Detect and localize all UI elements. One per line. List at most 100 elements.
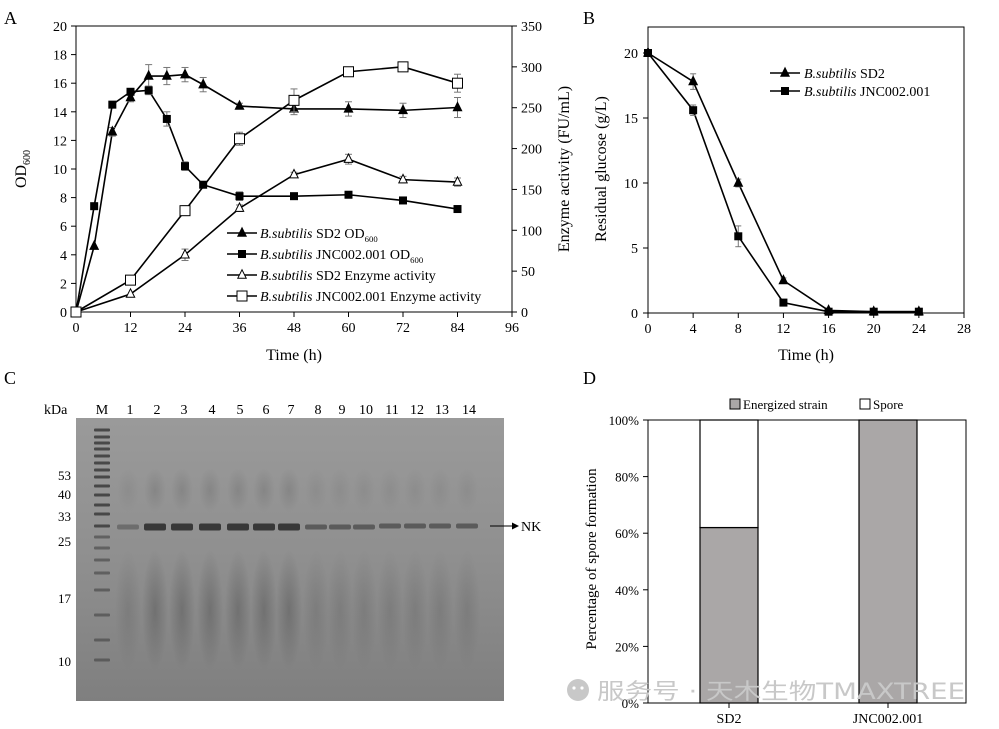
a-y2tick-label: 250: [521, 102, 542, 117]
d-bar-energized-strain: [699, 526, 759, 704]
a-data-point: [397, 104, 409, 115]
gel-lane-smear: [305, 468, 327, 512]
gel-nk-band: [199, 523, 221, 531]
a-ytick-label: 6: [60, 220, 67, 235]
b-legend-marker: [781, 87, 789, 95]
panel-a: A 0 12 24 36 48 60 72 84 96024681012141618200501…: [4, 8, 573, 364]
panel-b-plot-frame: [647, 26, 965, 314]
gel-ladder-band: [94, 588, 110, 592]
a-legend-label: B.subtilis SD2 Enzyme activity: [260, 269, 436, 284]
panel-a-series: [70, 61, 463, 318]
a-xtick-label: 60: [342, 321, 356, 336]
gel-lane-smear: [377, 550, 403, 670]
d-legend-swatch: [729, 398, 741, 410]
gel-lane-smear: [276, 550, 302, 670]
panel-b: B 0 4 8 12 16 20 24 28 0 5 10 15 20 Time (h) Residua…: [583, 8, 971, 364]
gel-lane-smear: [142, 550, 168, 670]
a-data-point: [452, 175, 463, 186]
b-ytick-label: 5: [631, 242, 638, 257]
a-data-point: [179, 68, 191, 79]
d-category-label: JNC002.001: [853, 712, 923, 727]
gel-marker-lane-label: M: [96, 403, 109, 418]
d-bar-energized-strain: [858, 419, 918, 704]
gel-lane-smear: [251, 550, 277, 670]
gel-ladder-band: [94, 468, 110, 472]
gel-ladder-band: [94, 512, 110, 516]
a-data-point: [198, 78, 209, 89]
a-data-point: [89, 239, 100, 250]
a-ytick-label: 16: [53, 77, 67, 92]
a-ytick-label: 20: [53, 20, 67, 35]
gel-nk-band: [456, 523, 478, 529]
gel-mw-label: 10: [58, 654, 71, 669]
panel-d-plot-frame: [647, 419, 967, 704]
a-xtick-label: 84: [451, 321, 465, 336]
a-y2tick-label: 150: [521, 183, 542, 198]
a-data-point: [179, 248, 191, 259]
a-legend-label: B.subtilis JNC002.001 OD600: [260, 248, 423, 265]
gel-ladder-band: [94, 558, 110, 562]
a-xtick-label: 36: [233, 321, 247, 336]
b-data-point: [644, 49, 652, 57]
panel-a-ylabel-sub: 600: [22, 150, 33, 165]
gel-lane-smear: [171, 468, 193, 512]
gel-ladder-band: [94, 535, 110, 539]
gel-ladder-band: [94, 493, 110, 497]
gel-ladder-band: [94, 484, 110, 488]
a-legend-marker: [238, 250, 246, 258]
d-category-label: SD2: [717, 712, 742, 727]
b-xtick-label: 16: [822, 322, 836, 337]
a-ytick-label: 2: [60, 277, 67, 292]
gel-ladder-band: [94, 461, 110, 465]
gel-ladder-band: [94, 638, 110, 642]
gel-lane-label: 8: [315, 403, 322, 418]
gel-lane-smear: [117, 468, 139, 512]
b-data-point: [778, 274, 789, 285]
d-legend-label: Spore: [873, 397, 904, 412]
gel-lane-smear: [429, 468, 451, 512]
b-data-point: [733, 176, 744, 187]
a-legend-label: B.subtilis SD2 OD600: [260, 227, 378, 244]
panel-d-label: D: [583, 368, 596, 388]
panel-c-label: C: [4, 368, 16, 388]
d-legend-swatch: [859, 398, 871, 410]
b-data-point: [689, 106, 698, 115]
a-y2tick-label: 100: [521, 224, 542, 239]
a-y2tick-label: 50: [521, 265, 535, 280]
b-data-point: [779, 298, 788, 307]
a-data-point: [343, 66, 354, 78]
panel-a-ylabel-main: OD: [13, 165, 30, 188]
a-legend-marker: [236, 268, 248, 279]
b-data-point: [734, 232, 743, 241]
gel-lane-smear: [169, 550, 195, 670]
b-xtick-label: 4: [690, 322, 697, 337]
a-ytick-label: 0: [60, 306, 67, 321]
gel-lane-label: 11: [385, 403, 398, 418]
a-data-point: [143, 69, 154, 80]
panel-d-ylabel: Percentage of spore formation: [584, 468, 600, 650]
b-ytick-label: 20: [624, 47, 638, 62]
gel-nk-band: [404, 523, 426, 529]
a-y2tick-label: 300: [521, 61, 542, 76]
gel-nk-band: [329, 524, 351, 530]
a-data-point: [70, 306, 82, 318]
gel-lane-smear: [227, 468, 249, 512]
a-legend-marker: [236, 290, 248, 302]
gel-lane-labels: 1 2 3 4 5 6 7 8 9 10 11 12 13 14: [127, 403, 477, 418]
gel-nk-arrowhead: [512, 522, 519, 530]
d-ytick-label: 0%: [622, 696, 640, 711]
gel-nk-label: NK: [521, 520, 541, 535]
gel-ladder-band: [94, 571, 110, 575]
b-ytick-label: 0: [631, 307, 638, 322]
panel-a-y2label: Enzyme activity (FU/mL): [556, 86, 573, 252]
panel-b-axes: 0 4 8 12 16 20 24 28 0 5 10 15 20: [624, 47, 971, 337]
b-data-point: [688, 75, 699, 86]
gel-mw-label: 25: [58, 534, 71, 549]
b-ytick-label: 10: [624, 177, 638, 192]
a-ytick-label: 10: [53, 163, 67, 178]
a-data-point: [343, 102, 354, 113]
a-xtick-label: 0: [73, 321, 80, 336]
gel-lane-label: 7: [288, 403, 295, 418]
d-bar-spore: [699, 419, 759, 529]
a-legend-marker: [236, 226, 248, 237]
